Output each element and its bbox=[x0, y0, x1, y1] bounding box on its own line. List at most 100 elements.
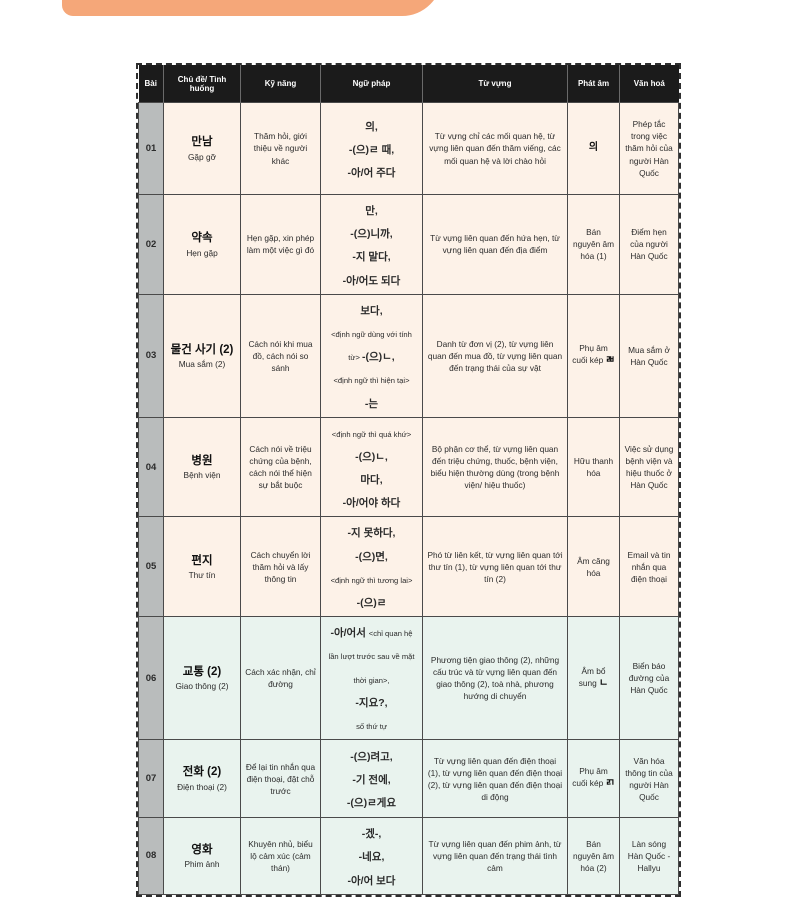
grammar-line: <định ngữ dùng với tính từ> -(으)ㄴ, bbox=[331, 329, 412, 364]
lesson-row-03: 03 물건 사기 (2) Mua sắm (2) Cách nói khi mua đ… bbox=[138, 293, 679, 418]
vocabulary-cell: Từ vựng liên quan đến hứa hẹn, từ vựng l… bbox=[422, 194, 568, 295]
grammar-line: -아/어야 하다 bbox=[342, 497, 401, 510]
topic-korean: 편지 bbox=[191, 554, 213, 567]
vocabulary-cell: Phó từ liên kết, từ vựng liên quan tới t… bbox=[422, 516, 568, 618]
top-accent-shape bbox=[62, 0, 442, 16]
pronunciation-cell: Bán nguyên âm hóa (1) bbox=[567, 194, 620, 295]
topic-vietnamese: Mua sắm (2) bbox=[178, 358, 226, 369]
grammar-line: -(으)ㄹ 때, bbox=[348, 143, 395, 156]
culture-cell: Văn hóa thông tin của người Hàn Quốc bbox=[619, 739, 679, 819]
grammar-line: -는 bbox=[364, 397, 379, 410]
culture-cell: Điểm hẹn của người Hàn Quốc bbox=[619, 194, 679, 295]
column-header-4: Từ vựng bbox=[422, 65, 568, 103]
topic-vietnamese: Phim ảnh bbox=[184, 859, 220, 870]
grammar-line: -지 못하다, bbox=[347, 527, 396, 540]
grammar-line: 만, bbox=[365, 205, 378, 217]
grammar-line: <định ngữ thì quá khứ> bbox=[331, 429, 412, 439]
grammar-cell: 의, -(으)ㄹ 때, -아/어 주다 bbox=[320, 102, 423, 195]
vocabulary-cell: Từ vựng liên quan đến phim ảnh, từ vựng … bbox=[422, 817, 568, 895]
grammar-line: -아/어도 되다 bbox=[342, 274, 401, 287]
grammar-line: -겠-, bbox=[361, 828, 382, 841]
lesson-number-cell: 04 bbox=[138, 416, 164, 518]
grammar-line: -(으)니까, bbox=[350, 228, 393, 241]
lesson-row-01: 01 만남 Gặp gỡ Thăm hỏi, giới thiệu về người … bbox=[138, 102, 679, 195]
topic-cell: 전화 (2) Điện thoại (2) bbox=[163, 739, 241, 819]
skill-cell: Để lại tin nhắn qua điện thoại, đặt chỗ … bbox=[240, 739, 321, 819]
topic-korean: 전화 (2) bbox=[182, 766, 222, 779]
pronunciation-cell: Phụ âm cuối kép ㄼ bbox=[567, 293, 620, 418]
culture-cell: Phép tắc trong việc thăm hỏi của người H… bbox=[619, 102, 679, 195]
topic-cell: 물건 사기 (2) Mua sắm (2) bbox=[163, 293, 241, 418]
grammar-cell: 만, -(으)니까, -지 말다, -아/어도 되다 bbox=[320, 194, 423, 295]
pronunciation-cell: Bán nguyên âm hóa (2) bbox=[567, 817, 620, 895]
pronunciation-cell: Âm bổ sung ㄴ bbox=[567, 616, 620, 741]
lesson-number-cell: 01 bbox=[138, 102, 164, 195]
topic-cell: 영화 Phim ảnh bbox=[163, 817, 241, 895]
grammar-line: 마다, bbox=[360, 474, 383, 487]
grammar-line: -(으)ㄴ, bbox=[355, 450, 388, 463]
topic-vietnamese: Thư tín bbox=[188, 570, 216, 580]
pronunciation-cell: Âm căng hóa bbox=[567, 516, 620, 618]
topic-cell: 교통 (2) Giao thông (2) bbox=[163, 616, 241, 741]
lesson-number-cell: 06 bbox=[138, 616, 164, 741]
column-header-1: Chủ đề/ Tình huống bbox=[163, 65, 241, 103]
culture-cell: Email và tin nhắn qua điện thoại bbox=[619, 516, 679, 618]
column-header-3: Ngữ pháp bbox=[320, 65, 423, 103]
vocabulary-cell: Từ vựng liên quan đến điện thoại (1), từ… bbox=[422, 739, 568, 819]
topic-korean: 만남 bbox=[191, 136, 213, 149]
syllabus-table: Bài Chủ đề/ Tình huống Kỹ năng Ngữ pháp Từ v… bbox=[138, 65, 679, 895]
culture-cell: Mua sắm ở Hàn Quốc bbox=[619, 293, 679, 418]
grammar-cell: 보다, <định ngữ dùng với tính từ> -(으)ㄴ, <đị… bbox=[320, 293, 423, 418]
grammar-line: -아/어 보다 bbox=[347, 874, 396, 887]
lesson-number-cell: 08 bbox=[138, 817, 164, 895]
pronunciation-cell: Hữu thanh hóa bbox=[567, 416, 620, 518]
topic-korean: 약속 bbox=[191, 232, 213, 245]
table-header-row: Bài Chủ đề/ Tình huống Kỹ năng Ngữ pháp Từ v… bbox=[138, 65, 679, 103]
lesson-number-cell: 05 bbox=[138, 516, 164, 618]
skill-cell: Hẹn gặp, xin phép làm một việc gì đó bbox=[240, 194, 321, 295]
syllabus-table-wrapper: Bài Chủ đề/ Tình huống Kỹ năng Ngữ pháp Từ v… bbox=[136, 63, 681, 897]
topic-vietnamese: Gặp gỡ bbox=[187, 151, 217, 162]
pronunciation-cell: 의 bbox=[567, 102, 620, 195]
skill-cell: Khuyên nhủ, biểu lộ cảm xúc (cảm thán) bbox=[240, 817, 321, 895]
table-body: 01 만남 Gặp gỡ Thăm hỏi, giới thiệu về người … bbox=[138, 102, 679, 895]
grammar-line: <định ngữ thì tương lai> bbox=[330, 575, 413, 585]
topic-vietnamese: Giao thông (2) bbox=[175, 681, 229, 692]
topic-cell: 병원 Bệnh viện bbox=[163, 416, 241, 518]
vocabulary-cell: Phương tiện giao thông (2), những cấu tr… bbox=[422, 616, 568, 741]
grammar-line: 의, bbox=[365, 120, 378, 133]
topic-vietnamese: Hẹn gặp bbox=[186, 247, 218, 258]
grammar-line: -아/어서 <chỉ quan hệ lần lượt trước sau về… bbox=[328, 627, 415, 685]
culture-cell: Việc sử dụng bệnh viện và hiệu thuốc ở H… bbox=[619, 416, 679, 518]
skill-cell: Cách chuyển lời thăm hỏi và lấy thông ti… bbox=[240, 516, 321, 618]
skill-cell: Cách nói về triệu chứng của bệnh, cách n… bbox=[240, 416, 321, 518]
column-header-0: Bài bbox=[138, 65, 164, 103]
grammar-cell: <định ngữ thì quá khứ> -(으)ㄴ, 마다, -아/어야 하다 bbox=[320, 416, 423, 518]
grammar-line: -(으)ㄹ게요 bbox=[346, 797, 397, 810]
vocabulary-cell: Danh từ đơn vị (2), từ vựng liên quan đế… bbox=[422, 293, 568, 418]
skill-cell: Cách xác nhận, chỉ đường bbox=[240, 616, 321, 741]
grammar-cell: -아/어서 <chỉ quan hệ lần lượt trước sau về… bbox=[320, 616, 423, 741]
topic-cell: 약속 Hẹn gặp bbox=[163, 194, 241, 295]
lesson-row-06: 06 교통 (2) Giao thông (2) Cách xác nhận, chỉ… bbox=[138, 616, 679, 741]
skill-cell: Thăm hỏi, giới thiệu về người khác bbox=[240, 102, 321, 195]
vocabulary-cell: Bộ phận cơ thể, từ vựng liên quan đến tr… bbox=[422, 416, 568, 518]
lesson-number-cell: 03 bbox=[138, 293, 164, 418]
topic-korean: 물건 사기 (2) bbox=[170, 343, 234, 356]
grammar-line: -네요, bbox=[358, 851, 385, 864]
lesson-row-02: 02 약속 Hẹn gặp Hẹn gặp, xin phép làm một việ… bbox=[138, 194, 679, 295]
lesson-number-cell: 02 bbox=[138, 194, 164, 295]
topic-cell: 만남 Gặp gỡ bbox=[163, 102, 241, 195]
grammar-line: số thứ tự bbox=[356, 721, 387, 731]
culture-cell: Làn sóng Hàn Quốc - Hallyu bbox=[619, 817, 679, 895]
culture-cell: Biển báo đường của Hàn Quốc bbox=[619, 616, 679, 741]
lesson-number-cell: 07 bbox=[138, 739, 164, 819]
topic-vietnamese: Điện thoại (2) bbox=[177, 781, 227, 792]
pronunciation-cell: Phụ âm cuối kép ㄺ bbox=[567, 739, 620, 819]
grammar-line: -기 전에, bbox=[352, 774, 391, 787]
topic-korean: 병원 bbox=[191, 454, 213, 467]
grammar-line: -(으)ㄹ bbox=[356, 597, 387, 609]
topic-korean: 영화 bbox=[191, 843, 213, 856]
grammar-line: -지요?, bbox=[355, 696, 388, 709]
topic-korean: 교통 (2) bbox=[182, 665, 222, 678]
